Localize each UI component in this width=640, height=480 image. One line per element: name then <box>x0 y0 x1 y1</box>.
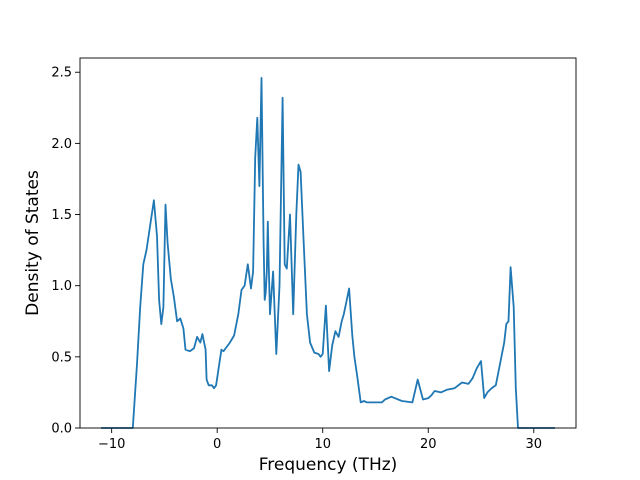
y-tick-label: 2.5 <box>51 66 72 81</box>
x-tick-label: 20 <box>420 437 437 452</box>
x-tick-label: −10 <box>98 437 125 452</box>
plot-background <box>80 58 576 428</box>
y-tick-label: 1.5 <box>51 208 72 223</box>
y-axis-ticks: 0.0 0.5 1.0 1.5 2.0 2.5 <box>51 66 80 437</box>
x-tick-label: 10 <box>314 437 331 452</box>
x-axis-ticks: −10 0 10 20 30 <box>98 428 542 452</box>
x-tick-label: 0 <box>213 437 221 452</box>
x-axis-label: Frequency (THz) <box>259 455 398 475</box>
x-tick-label: 30 <box>526 437 543 452</box>
y-tick-label: 0.0 <box>51 422 72 437</box>
y-tick-label: 1.0 <box>51 279 72 294</box>
y-axis-label: Density of States <box>23 170 43 316</box>
dos-series-line <box>101 77 555 429</box>
y-tick-label: 2.0 <box>51 137 72 152</box>
y-tick-label: 0.5 <box>51 350 72 365</box>
plot-frame <box>79 57 577 429</box>
